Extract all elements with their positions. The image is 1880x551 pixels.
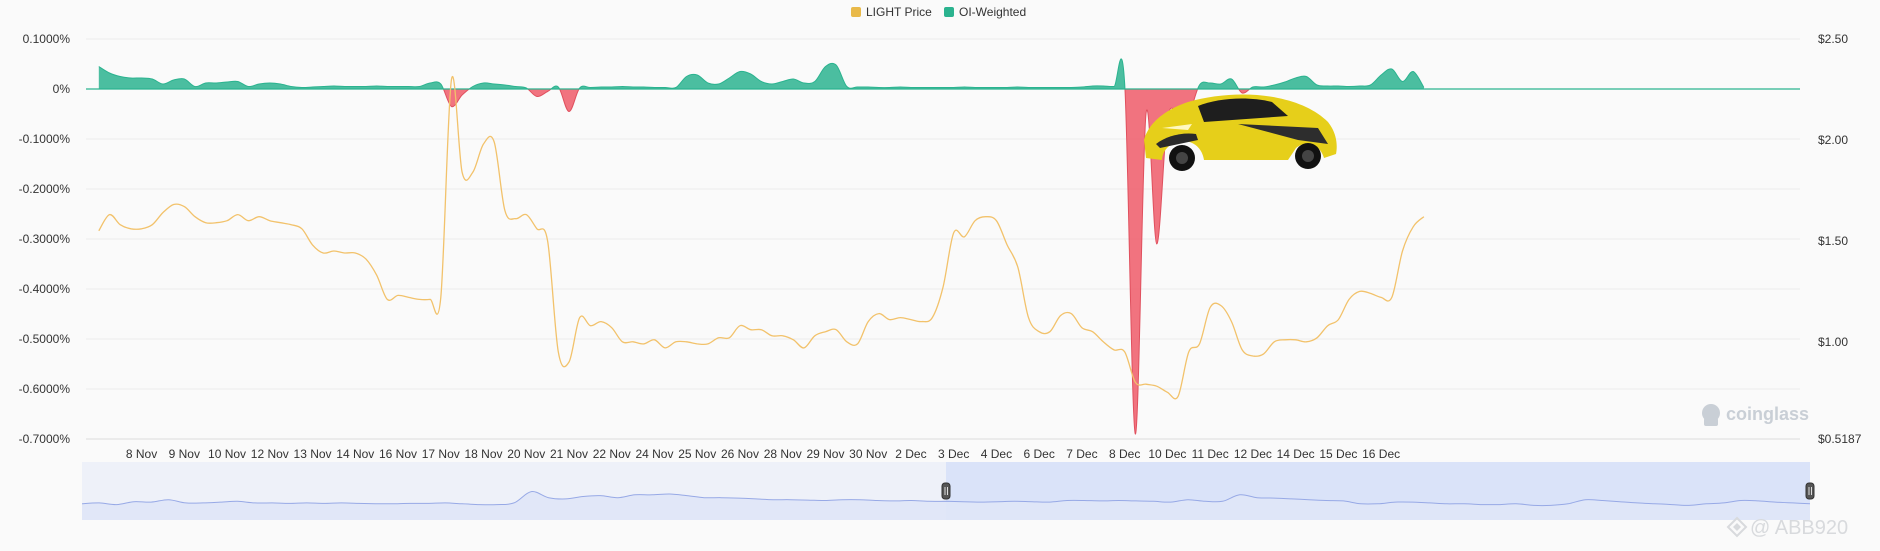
left-axis-tick: 0.1000% <box>23 32 71 46</box>
navigator-right-handle[interactable] <box>1805 482 1815 500</box>
coinglass-logo-icon <box>1702 404 1720 426</box>
legend-swatch-oi[interactable] <box>944 7 954 17</box>
right-axis-tick: $1.50 <box>1818 234 1848 248</box>
navigator-left-handle[interactable] <box>941 482 951 500</box>
left-axis-tick: -0.4000% <box>19 282 71 296</box>
x-axis: 8 Nov 9 Nov 10 Nov 12 Nov 13 Nov 14 Nov 16 Nov… <box>86 438 1800 461</box>
x-axis-tick: 10 Nov <box>208 447 246 461</box>
left-axis-tick: 0% <box>53 82 71 96</box>
grid-lines <box>86 38 1800 440</box>
left-axis: 0.1000% 0% -0.1000% -0.2000% -0.3000% -0.4000… <box>19 32 71 446</box>
coinglass-watermark: coinglass <box>1702 404 1809 426</box>
legend-swatch-price[interactable] <box>851 7 861 17</box>
x-axis-tick: 13 Nov <box>294 447 332 461</box>
x-axis-tick: 21 Nov <box>550 447 588 461</box>
x-axis-tick: 12 Dec <box>1234 447 1272 461</box>
x-axis-tick: 7 Dec <box>1066 447 1097 461</box>
left-axis-tick: -0.7000% <box>19 432 71 446</box>
x-axis-tick: 26 Nov <box>721 447 759 461</box>
x-axis-tick: 24 Nov <box>635 447 673 461</box>
watermark-brand: coinglass <box>1726 404 1809 424</box>
left-axis-tick: -0.3000% <box>19 232 71 246</box>
x-axis-tick: 15 Dec <box>1319 447 1357 461</box>
legend-label-oi[interactable]: OI-Weighted <box>959 5 1026 19</box>
navigator-area <box>82 491 1810 520</box>
right-axis: $2.50 $2.00 $1.50 $1.00 $0.5187 <box>1818 32 1862 446</box>
oi-positive-line <box>98 58 1425 89</box>
x-axis-tick: 16 Nov <box>379 447 417 461</box>
user-watermark: @ ABB920 <box>1726 516 1848 539</box>
left-axis-tick: -0.1000% <box>19 132 71 146</box>
right-axis-tick: $2.00 <box>1818 133 1848 147</box>
x-axis-tick: 29 Nov <box>806 447 844 461</box>
right-axis-tick: $0.5187 <box>1818 432 1862 446</box>
oi-weighted-series <box>86 58 1800 435</box>
x-axis-tick: 3 Dec <box>938 447 969 461</box>
x-axis-tick: 10 Dec <box>1148 447 1186 461</box>
range-navigator[interactable] <box>81 462 1815 520</box>
x-axis-tick: 4 Dec <box>981 447 1012 461</box>
x-axis-tick: 17 Nov <box>422 447 460 461</box>
price-line <box>98 75 1425 400</box>
x-axis-tick: 2 Dec <box>895 447 926 461</box>
left-axis-tick: -0.2000% <box>19 182 71 196</box>
x-axis-tick: 8 Nov <box>126 447 157 461</box>
x-axis-tick: 22 Nov <box>593 447 631 461</box>
legend-label-price[interactable]: LIGHT Price <box>866 5 932 19</box>
right-axis-tick: $1.00 <box>1818 335 1848 349</box>
x-axis-tick: 16 Dec <box>1362 447 1400 461</box>
x-axis-tick: 25 Nov <box>678 447 716 461</box>
sports-car-image <box>1144 94 1337 171</box>
left-axis-tick: -0.5000% <box>19 332 71 346</box>
x-axis-tick: 12 Nov <box>251 447 289 461</box>
x-axis-tick: 14 Nov <box>336 447 374 461</box>
price-series <box>98 75 1425 400</box>
x-axis-tick: 6 Dec <box>1023 447 1054 461</box>
x-axis-tick: 14 Dec <box>1277 447 1315 461</box>
x-axis-tick: 28 Nov <box>764 447 802 461</box>
x-axis-tick: 20 Nov <box>507 447 545 461</box>
x-axis-tick: 11 Dec <box>1192 447 1229 461</box>
legend[interactable]: LIGHT Price OI-Weighted <box>851 5 1026 19</box>
oi-negative-line <box>442 89 1251 435</box>
left-axis-tick: -0.6000% <box>19 382 71 396</box>
x-axis-tick: 18 Nov <box>464 447 502 461</box>
binance-square-icon <box>1726 516 1748 538</box>
right-axis-tick: $2.50 <box>1818 32 1848 46</box>
x-axis-tick: 9 Nov <box>169 447 200 461</box>
watermark-user: @ ABB920 <box>1750 517 1848 539</box>
oi-positive-area <box>98 58 1424 89</box>
x-axis-tick: 8 Dec <box>1109 447 1140 461</box>
navigator-line <box>81 491 1811 507</box>
x-axis-tick: 30 Nov <box>849 447 887 461</box>
